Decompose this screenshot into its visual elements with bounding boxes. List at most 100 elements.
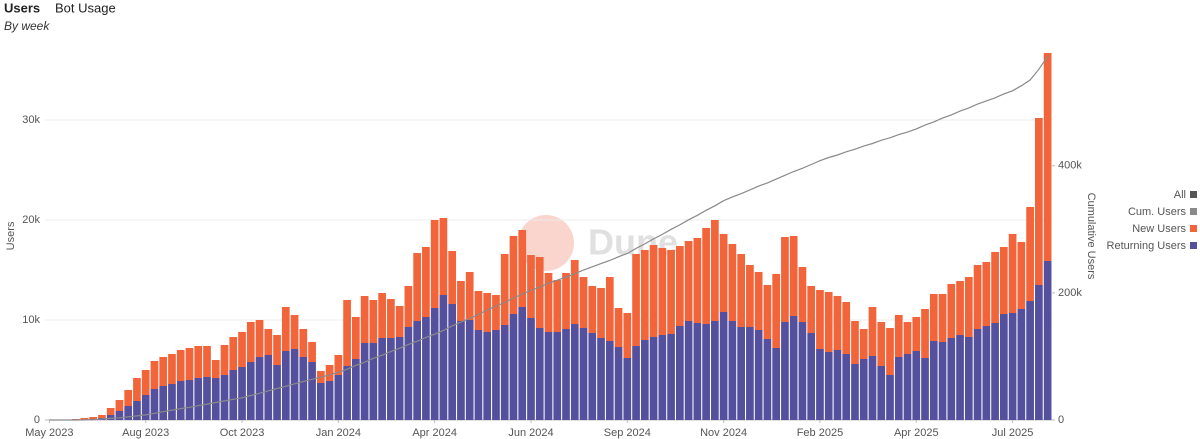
- bar-segment: [1043, 53, 1052, 261]
- bar-segment: [133, 401, 141, 420]
- bar-segment: [1008, 313, 1017, 420]
- bar-segment: [737, 254, 745, 327]
- bar-segment: [457, 321, 465, 420]
- y2-tick-label: 0: [1058, 414, 1064, 426]
- legend-swatch[interactable]: [1190, 191, 1197, 198]
- bar-segment: [325, 381, 334, 420]
- bar-segment: [89, 417, 98, 419]
- bar-segment: [807, 333, 816, 420]
- bar-segment: [404, 327, 413, 420]
- bar-segment: [570, 324, 579, 420]
- bar-segment: [711, 321, 719, 420]
- bar-segment: [693, 323, 702, 420]
- bar-segment: [281, 307, 290, 351]
- bar-segment: [991, 323, 999, 420]
- bar-segment: [588, 333, 597, 420]
- bar-segment: [868, 307, 877, 356]
- legend-swatch[interactable]: [1190, 208, 1197, 215]
- bar-segment: [623, 313, 632, 358]
- bar-segment: [483, 293, 492, 332]
- bar-segment: [352, 359, 360, 420]
- bar-segment: [334, 375, 343, 420]
- bar-segment: [728, 321, 737, 420]
- bar-segment: [369, 300, 378, 343]
- bar-segment: [509, 236, 518, 314]
- bar-segment: [535, 257, 544, 328]
- bar-segment: [947, 284, 956, 338]
- x-tick-label: May 2023: [25, 427, 73, 439]
- bar-segment: [124, 406, 133, 420]
- bar-segment: [194, 346, 203, 378]
- legend-label[interactable]: Cum. Users: [1128, 206, 1187, 218]
- bar-segment: [737, 327, 745, 420]
- bar-segment: [772, 348, 781, 420]
- legend-label[interactable]: New Users: [1132, 223, 1186, 235]
- bar-segment: [465, 272, 474, 320]
- x-tick-label: Jul 2025: [992, 427, 1034, 439]
- bar-segment: [789, 236, 798, 316]
- bar-segment: [168, 384, 176, 420]
- bar-segment: [816, 349, 824, 420]
- tab-bot-usage[interactable]: Bot Usage: [55, 0, 116, 15]
- bar-segment: [824, 352, 833, 420]
- bar-segment: [772, 274, 781, 348]
- bar-segment: [500, 254, 509, 325]
- bar-segment: [868, 356, 877, 420]
- bar-segment: [387, 299, 395, 338]
- bar-segment: [640, 250, 649, 340]
- bar-segment: [544, 273, 553, 332]
- bar-segment: [999, 314, 1008, 420]
- bar-segment: [570, 260, 579, 324]
- bar-segment: [798, 267, 807, 322]
- y-tick-label: 10k: [22, 314, 40, 326]
- bar-segment: [474, 330, 483, 420]
- bar-segment: [264, 329, 273, 355]
- bar-segment: [912, 351, 921, 420]
- bar-segment: [929, 294, 938, 341]
- bar-segment: [273, 365, 281, 420]
- bar-segment: [921, 358, 929, 420]
- bar-segment: [439, 295, 448, 420]
- bar-segment: [719, 312, 728, 420]
- bar-segment: [938, 342, 947, 420]
- bar-segment: [246, 362, 255, 420]
- bar-segment: [763, 339, 772, 420]
- bar-segment: [947, 338, 956, 420]
- bar-segment: [106, 408, 115, 415]
- bar-segment: [273, 335, 281, 365]
- bar-segment: [430, 220, 439, 308]
- bar-segment: [842, 302, 851, 354]
- legend-swatch[interactable]: [1190, 242, 1197, 249]
- bar-segment: [921, 309, 929, 358]
- bar-segment: [159, 386, 168, 420]
- bar-segment: [991, 252, 999, 323]
- bar-segment: [684, 241, 693, 321]
- bar-segment: [343, 366, 351, 420]
- bar-segment: [579, 328, 588, 420]
- bar-segment: [518, 307, 527, 420]
- bar-segment: [448, 304, 457, 420]
- bar-segment: [851, 321, 859, 364]
- bar-segment: [325, 365, 334, 381]
- x-tick-label: Apr 2025: [894, 427, 939, 439]
- legend-label[interactable]: Returning Users: [1107, 240, 1187, 252]
- bar-segment: [614, 308, 623, 347]
- legend-toggle-all[interactable]: All: [1174, 189, 1186, 201]
- bar-segment: [527, 318, 535, 420]
- tab-users[interactable]: Users: [4, 0, 40, 15]
- bar-segment: [492, 295, 500, 330]
- bar-segment: [185, 380, 194, 420]
- bar-segment: [448, 251, 457, 304]
- bar-segment: [1008, 234, 1017, 313]
- bar-segment: [675, 326, 684, 420]
- bar-segment: [290, 349, 299, 420]
- bar-segment: [851, 364, 859, 420]
- bar-segment: [562, 329, 570, 420]
- x-tick-label: Oct 2023: [220, 427, 265, 439]
- bar-segment: [413, 321, 422, 420]
- bar-segment: [378, 338, 386, 420]
- legend-swatch[interactable]: [1190, 225, 1197, 232]
- bar-segment: [518, 230, 527, 307]
- bar-segment: [176, 381, 185, 420]
- bar-segment: [308, 362, 316, 420]
